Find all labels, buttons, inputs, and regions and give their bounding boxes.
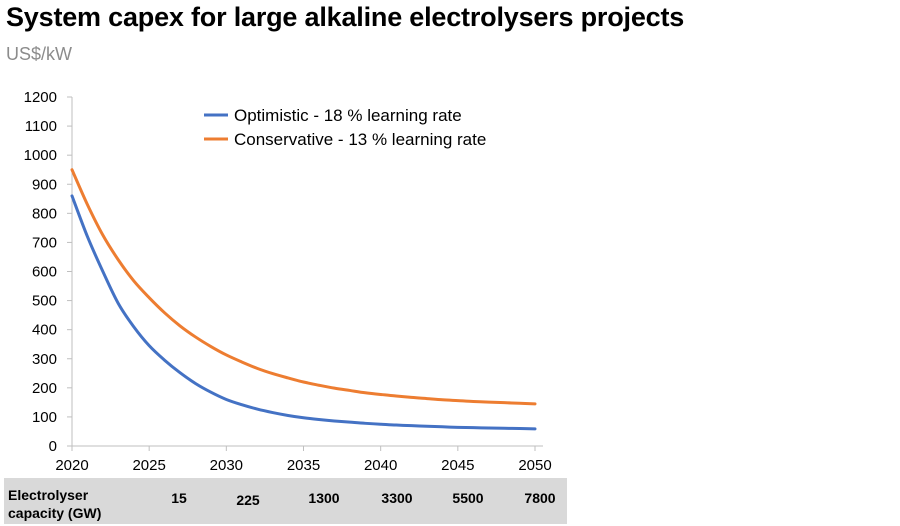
chart-axes <box>71 97 543 447</box>
legend-label-conservative: Conservative - 13 % learning rate <box>234 130 486 149</box>
x-tick-label: 2045 <box>441 457 474 474</box>
capacity-value-2035: 1300 <box>308 490 340 506</box>
x-tick-label: 2050 <box>518 457 551 474</box>
chart-series <box>70 168 537 431</box>
series-line-optimistic <box>70 194 537 431</box>
capacity-label-line1: Electrolyser <box>8 487 89 503</box>
capacity-row-background <box>4 478 567 524</box>
x-tick-label: 2040 <box>364 457 397 474</box>
y-tick-label: 1200 <box>24 89 57 106</box>
y-tick-label: 500 <box>32 293 57 310</box>
capacity-value-2050: 7800 <box>524 490 556 506</box>
capacity-value-2030: 225 <box>236 492 260 508</box>
capacity-row-label: Electrolyser capacity (GW) <box>8 486 101 522</box>
line-chart: 0 100 200 300 400 500 600 700 800 900 1000 1100 1200… <box>24 89 552 474</box>
capacity-label-line2: capacity (GW) <box>8 505 102 521</box>
capacity-value-2045: 5500 <box>452 490 484 506</box>
y-tick-label: 0 <box>49 438 57 455</box>
y-tick-label: 400 <box>32 322 57 339</box>
y-tick-label: 200 <box>32 380 57 397</box>
y-tick-label: 1000 <box>24 147 57 164</box>
y-tick-label: 100 <box>32 409 57 426</box>
y-tick-label: 900 <box>32 176 57 193</box>
x-tick-label: 2035 <box>287 457 320 474</box>
y-tick-label: 700 <box>32 234 57 251</box>
y-tick-label: 600 <box>32 264 57 281</box>
y-tick-label: 1100 <box>25 118 57 135</box>
y-tick-label: 800 <box>32 205 57 222</box>
y-unit-label: US$/kW <box>6 44 73 64</box>
legend-label-optimistic: Optimistic - 18 % learning rate <box>234 106 462 125</box>
x-axis-ticks: 2020 2025 2030 2035 2040 2045 2050 <box>55 446 552 474</box>
x-tick-label: 2030 <box>210 457 243 474</box>
chart-legend: Optimistic - 18 % learning rate Conservat… <box>204 106 486 149</box>
chart-title: System capex for large alkaline electrol… <box>6 2 685 32</box>
capacity-value-2025: 15 <box>171 490 187 506</box>
y-tick-label: 300 <box>32 351 57 368</box>
capacity-value-2040: 3300 <box>381 490 413 506</box>
x-tick-label: 2020 <box>55 457 88 474</box>
y-axis-ticks: 0 100 200 300 400 500 600 700 800 900 1000 1100 1200 <box>24 89 72 455</box>
x-tick-label: 2025 <box>132 457 165 474</box>
series-line-conservative <box>70 168 537 406</box>
